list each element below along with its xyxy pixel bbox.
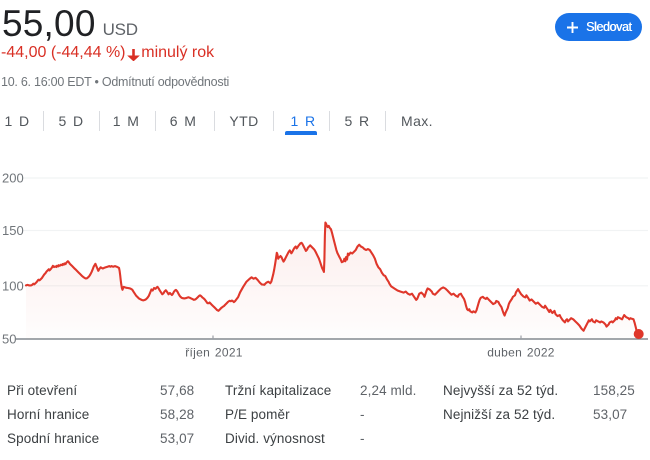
svg-text:100: 100 — [2, 278, 24, 293]
svg-text:150: 150 — [2, 223, 24, 238]
svg-text:50: 50 — [2, 332, 16, 347]
svg-text:duben 2022: duben 2022 — [487, 346, 555, 360]
svg-text:říjen 2021: říjen 2021 — [185, 346, 243, 360]
svg-text:200: 200 — [2, 171, 24, 186]
